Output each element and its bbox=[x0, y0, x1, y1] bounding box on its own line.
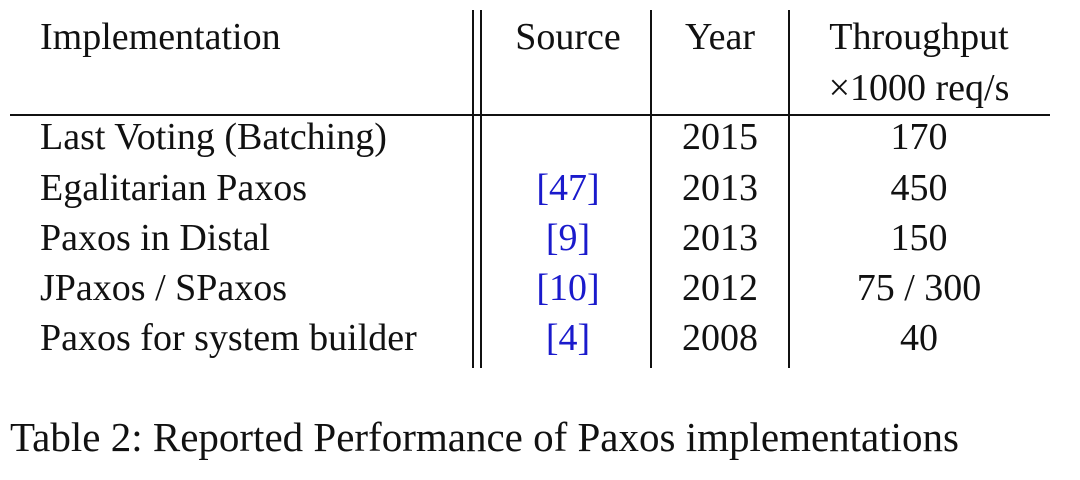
header-implementation: Implementation bbox=[40, 16, 281, 58]
double-rule-left bbox=[472, 10, 474, 368]
header-throughput: Throughput bbox=[829, 16, 1009, 58]
table-row-year: 2013 bbox=[682, 167, 758, 209]
table-row-source[interactable]: [47] bbox=[536, 167, 600, 209]
table-row-throughput: 150 bbox=[890, 217, 948, 259]
header-rule bbox=[10, 114, 1050, 116]
table-row-year: 2008 bbox=[682, 317, 758, 359]
column-rule-source bbox=[650, 10, 652, 368]
table-row-implementation: Paxos in Distal bbox=[40, 217, 271, 259]
table-row-throughput: 40 bbox=[900, 317, 938, 359]
table-row-throughput: 450 bbox=[890, 167, 948, 209]
table-row-source[interactable]: [9] bbox=[545, 217, 591, 259]
table-row-year: 2012 bbox=[682, 267, 758, 309]
table-caption: Table 2: Reported Performance of Paxos i… bbox=[10, 414, 959, 460]
table-row-implementation: JPaxos / SPaxos bbox=[40, 267, 288, 309]
table-row-year: 2015 bbox=[682, 116, 758, 158]
table-row-year: 2013 bbox=[682, 217, 758, 259]
table-row-implementation: Egalitarian Paxos bbox=[40, 167, 307, 209]
table-row-implementation: Last Voting (Batching) bbox=[40, 116, 387, 158]
table-row-throughput: 170 bbox=[890, 116, 948, 158]
table-row-implementation: Paxos for system builder bbox=[40, 317, 417, 359]
table-row-source[interactable]: [10] bbox=[536, 267, 600, 309]
table-row-throughput: 75 / 300 bbox=[856, 267, 982, 309]
header-throughput-unit: ×1000 req/s bbox=[828, 67, 1010, 109]
double-rule-right bbox=[480, 10, 482, 368]
column-rule-year bbox=[788, 10, 790, 368]
header-source: Source bbox=[515, 16, 621, 58]
header-year: Year bbox=[684, 16, 756, 58]
table-row-source[interactable]: [4] bbox=[545, 317, 591, 359]
